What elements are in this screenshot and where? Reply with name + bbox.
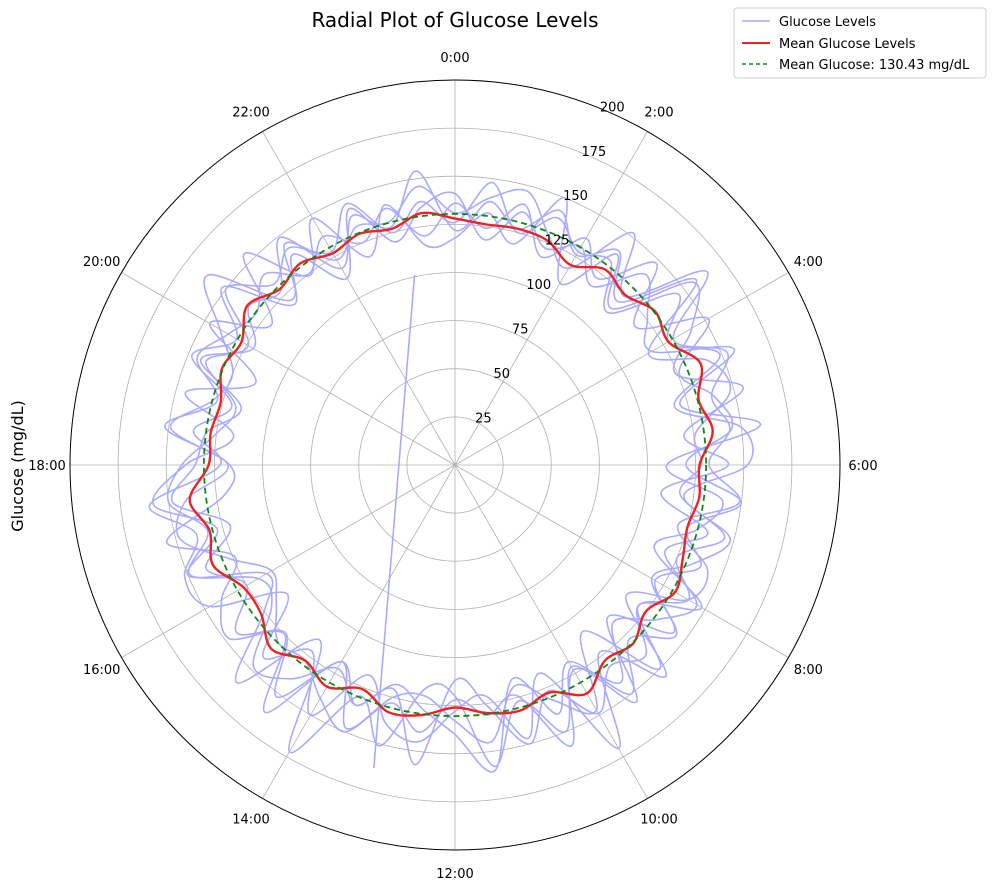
legend: Glucose Levels Mean Glucose Levels Mean … [733, 7, 987, 79]
ring-100 [262, 272, 648, 658]
legend-label-mean: Mean Glucose Levels [779, 37, 916, 52]
ring-50 [358, 368, 552, 562]
r-tick-label: 75 [512, 323, 529, 338]
r-tick-label: 50 [494, 367, 511, 382]
theta-tick-label: 8:00 [794, 663, 823, 678]
legend-box [733, 7, 987, 79]
r-tick-label: 150 [563, 189, 588, 204]
daily-trace-6 [170, 170, 732, 766]
ring-175 [117, 127, 793, 803]
daily-series-layer [148, 170, 762, 773]
theta-tick-label: 4:00 [794, 255, 823, 270]
polar-frame [69, 79, 841, 851]
mean-glucose-curve [188, 211, 714, 717]
ring-150 [165, 175, 745, 755]
ring-25 [406, 416, 504, 514]
label-layer: 0:00 2:00 4:00 6:00 8:00 10:00 12:00 14:00 16:00… [28, 51, 877, 882]
r-tick-label: 175 [581, 145, 606, 160]
theta-tick-label: 6:00 [848, 459, 877, 474]
daily-trace-1 [148, 185, 741, 750]
r-tick-label: 200 [600, 100, 625, 115]
r-tick-label: 100 [526, 278, 551, 293]
theta-tick-label: 20:00 [83, 255, 120, 270]
theta-tick-label: 2:00 [644, 106, 673, 121]
legend-label-mean-glucose-circle: Mean Glucose: 130.43 mg/dL [779, 58, 970, 73]
mean-glucose-circle [202, 212, 708, 718]
mean-series-layer [188, 211, 714, 718]
r-tick-label: 125 [545, 234, 570, 249]
theta-tick-label: 22:00 [232, 106, 269, 121]
grid-layer [69, 79, 841, 851]
daily-trace-crossing [373, 274, 416, 769]
y-axis-label: Glucose (mg/dL) [8, 400, 27, 532]
daily-trace-2 [152, 197, 744, 768]
ring-125 [213, 223, 697, 707]
theta-tick-label: 16:00 [83, 663, 120, 678]
theta-tick-label: 0:00 [440, 51, 469, 66]
legend-label-glucose: Glucose Levels [779, 15, 876, 30]
daily-trace-4 [166, 181, 754, 773]
daily-trace-3 [166, 191, 762, 744]
ring-75 [310, 320, 600, 610]
theta-tick-label: 12:00 [436, 867, 473, 882]
theta-tick-label: 10:00 [640, 812, 677, 827]
daily-trace-5 [164, 202, 743, 747]
theta-tick-label: 14:00 [232, 812, 269, 827]
theta-tick-label: 18:00 [28, 459, 65, 474]
r-tick-label: 25 [475, 412, 492, 427]
chart-title: Radial Plot of Glucose Levels [311, 8, 598, 32]
